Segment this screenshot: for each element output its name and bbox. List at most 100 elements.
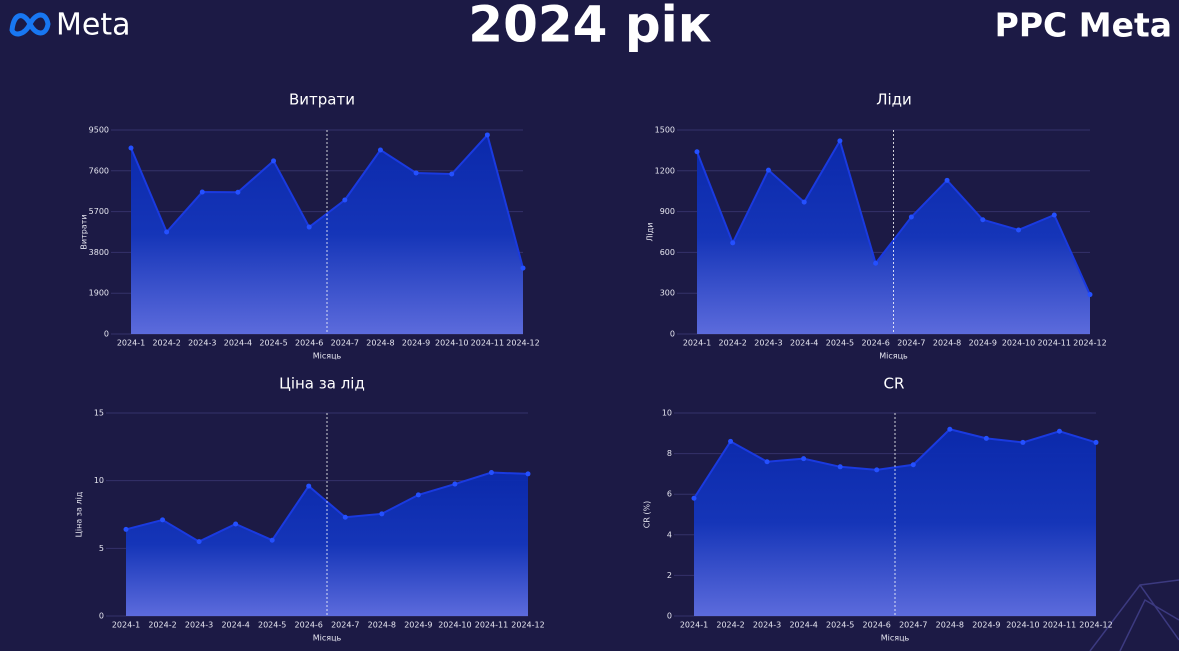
x-tick-label: 2024-4 (790, 339, 818, 348)
x-tick-label: 2024-5 (826, 339, 854, 348)
x-tick-label: 2024-6 (295, 621, 323, 630)
x-tick-label: 2024-10 (1006, 621, 1039, 630)
y-tick-label: 10 (662, 409, 672, 418)
x-tick-label: 2024-12 (1079, 621, 1112, 630)
y-tick-label: 9500 (89, 126, 109, 135)
x-tick-label: 2024-8 (936, 621, 964, 630)
point (233, 521, 239, 527)
y-tick-label: 10 (94, 476, 104, 485)
x-tick-label: 2024-9 (969, 339, 997, 348)
y-tick-label: 0 (667, 612, 672, 621)
point (691, 495, 697, 501)
y-tick-label: 900 (660, 207, 675, 216)
x-tick-label: 2024-5 (258, 621, 286, 630)
point (765, 167, 771, 173)
x-tick-label: 2024-2 (719, 339, 747, 348)
point (730, 240, 736, 246)
y-tick-label: 2 (667, 571, 672, 580)
point (269, 537, 275, 543)
point (164, 229, 170, 235)
x-tick-label: 2024-1 (683, 339, 711, 348)
y-axis-label: Витрати (80, 214, 89, 249)
y-tick-label: 5700 (89, 207, 109, 216)
y-tick-label: 15 (94, 409, 104, 418)
point (128, 145, 134, 151)
point (728, 438, 734, 444)
x-tick-label: 2024-10 (438, 621, 471, 630)
chart-title: Ліди (876, 91, 912, 109)
point (1093, 439, 1099, 445)
point (342, 514, 348, 520)
x-axis-label: Місяць (879, 352, 908, 361)
y-tick-label: 7600 (89, 166, 109, 175)
x-tick-label: 2024-12 (1073, 339, 1106, 348)
point (873, 260, 879, 266)
point (947, 426, 953, 432)
point (801, 199, 807, 205)
point (342, 197, 348, 203)
point (694, 149, 700, 155)
brand: PPC Meta (995, 6, 1172, 45)
point (379, 511, 385, 517)
point (306, 483, 312, 489)
point (874, 467, 880, 473)
x-tick-label: 2024-10 (435, 339, 468, 348)
x-tick-label: 2024-12 (506, 339, 539, 348)
x-tick-label: 2024-6 (295, 339, 323, 348)
area (126, 472, 528, 616)
point (910, 462, 916, 468)
y-tick-label: 1500 (655, 126, 675, 135)
x-tick-label: 2024-6 (861, 339, 889, 348)
logo-text: Meta (56, 8, 131, 43)
point (525, 471, 531, 477)
x-tick-label: 2024-4 (224, 339, 252, 348)
point (801, 456, 807, 462)
point (764, 459, 770, 465)
x-tick-label: 2024-2 (148, 621, 176, 630)
point (837, 138, 843, 144)
point (377, 147, 383, 153)
x-tick-label: 2024-8 (933, 339, 961, 348)
x-tick-label: 2024-4 (221, 621, 249, 630)
x-tick-label: 2024-2 (152, 339, 180, 348)
x-tick-label: 2024-7 (897, 339, 925, 348)
x-axis-label: Місяць (881, 634, 910, 643)
x-tick-label: 2024-1 (112, 621, 140, 630)
x-tick-label: 2024-1 (680, 621, 708, 630)
point (449, 171, 455, 177)
y-tick-label: 0 (670, 330, 675, 339)
y-axis-label: Ліди (646, 223, 655, 242)
point (196, 539, 202, 545)
point (983, 435, 989, 441)
chart-title: Витрати (289, 91, 355, 109)
y-tick-label: 0 (104, 330, 109, 339)
x-tick-label: 2024-9 (972, 621, 1000, 630)
x-axis-label: Місяць (313, 352, 342, 361)
page-title: 2024 рік (468, 0, 711, 54)
x-tick-label: 2024-7 (331, 339, 359, 348)
point (484, 132, 490, 138)
point (1016, 227, 1022, 233)
area (697, 140, 1090, 334)
x-tick-label: 2024-9 (404, 621, 432, 630)
x-tick-label: 2024-7 (331, 621, 359, 630)
point (1020, 439, 1026, 445)
x-tick-label: 2024-11 (471, 339, 504, 348)
y-tick-label: 1900 (89, 289, 109, 298)
x-tick-label: 2024-1 (117, 339, 145, 348)
x-tick-label: 2024-8 (366, 339, 394, 348)
point (837, 464, 843, 470)
y-tick-label: 0 (99, 612, 104, 621)
y-tick-label: 6 (667, 490, 672, 499)
point (160, 517, 166, 523)
x-axis-label: Місяць (313, 634, 342, 643)
x-tick-label: 2024-2 (716, 621, 744, 630)
x-tick-label: 2024-11 (475, 621, 508, 630)
x-tick-label: 2024-7 (899, 621, 927, 630)
y-tick-label: 600 (660, 248, 675, 257)
point (123, 526, 129, 532)
y-tick-label: 4 (667, 530, 672, 539)
x-tick-label: 2024-12 (511, 621, 544, 630)
